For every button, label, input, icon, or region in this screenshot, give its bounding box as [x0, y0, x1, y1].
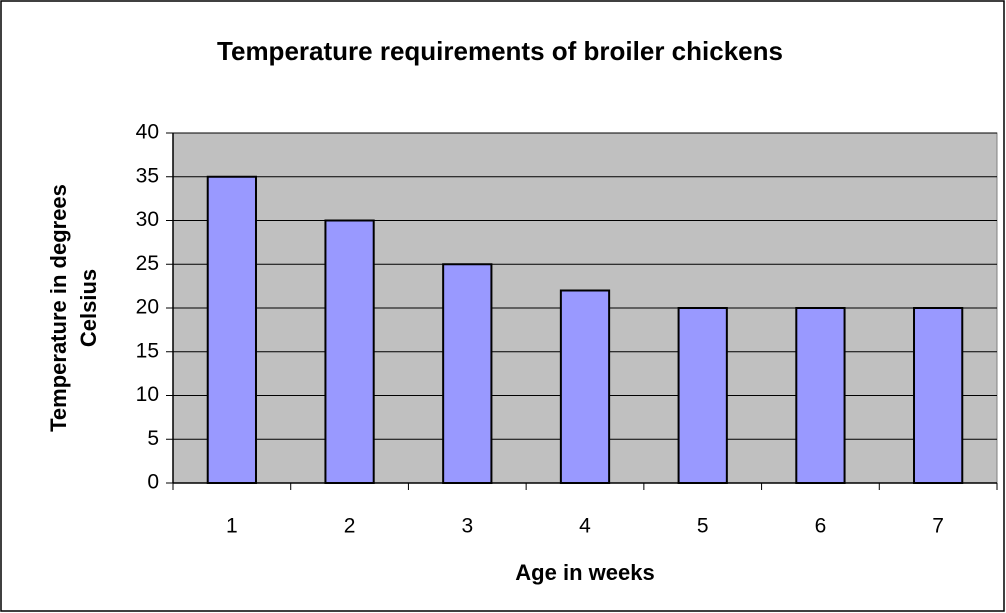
x-tick-label: 1 — [226, 515, 238, 538]
x-tick-label: 6 — [815, 515, 827, 538]
x-tick-label: 5 — [697, 515, 709, 538]
y-tick-label: 15 — [136, 339, 159, 362]
bar — [206, 175, 257, 484]
x-axis-label: Age in weeks — [515, 560, 654, 585]
y-tick-label: 30 — [136, 208, 159, 231]
y-axis-label: Temperature in degrees — [46, 184, 71, 432]
bar — [677, 307, 728, 484]
bar — [913, 307, 964, 484]
y-tick-label: 35 — [136, 164, 159, 187]
y-tick-label: 5 — [147, 427, 159, 450]
y-tick-label: 0 — [147, 471, 159, 494]
x-tick-label: 3 — [461, 515, 473, 538]
y-axis-label: Celsius — [76, 269, 101, 347]
y-tick-label: 10 — [136, 383, 159, 406]
chart-title: Temperature requirements of broiler chic… — [217, 36, 783, 66]
y-tick-label: 20 — [136, 296, 159, 319]
bar — [442, 263, 493, 484]
x-tick-label: 7 — [932, 515, 944, 538]
y-tick-label: 40 — [136, 121, 159, 144]
bar — [795, 307, 846, 484]
bar — [559, 289, 611, 484]
x-tick-label: 4 — [579, 515, 591, 538]
y-tick-label: 25 — [136, 252, 159, 275]
bar — [324, 219, 375, 484]
x-tick-label: 2 — [344, 515, 356, 538]
